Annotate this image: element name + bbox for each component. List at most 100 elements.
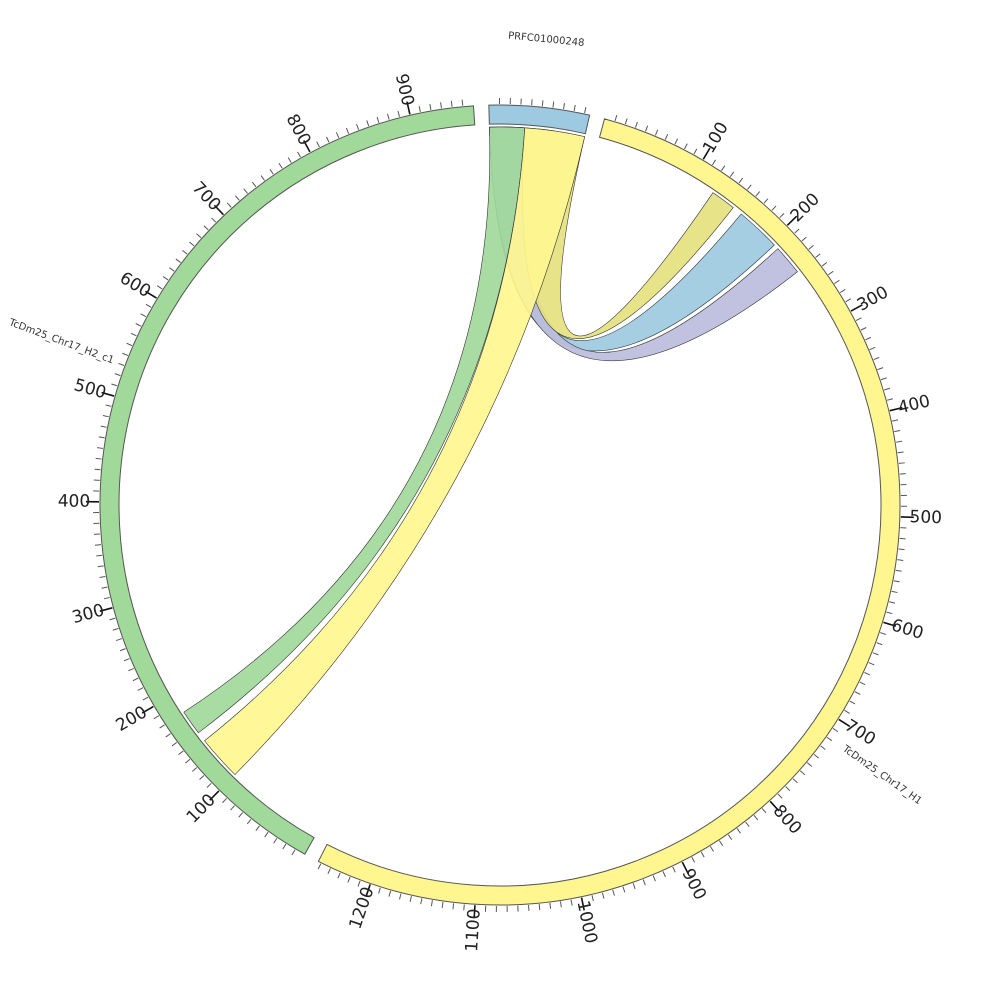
tick-label: 500 — [909, 507, 942, 528]
minor-tick — [813, 753, 820, 759]
major-tick — [850, 304, 863, 312]
minor-tick — [430, 900, 433, 907]
minor-tick — [755, 191, 761, 197]
minor-tick — [175, 258, 181, 263]
minor-tick — [251, 181, 257, 188]
major-tick — [838, 718, 851, 728]
tick-label: 200 — [113, 702, 151, 736]
minor-tick — [880, 632, 887, 635]
minor-tick — [103, 596, 110, 600]
minor-tick — [654, 129, 659, 136]
minor-tick — [700, 851, 705, 858]
tick-label: 500 — [72, 375, 109, 403]
tick-label: 300 — [854, 282, 892, 315]
minor-tick — [727, 834, 733, 840]
minor-tick — [828, 270, 834, 276]
minor-tick — [429, 104, 432, 111]
minor-tick — [573, 104, 576, 112]
minor-tick — [137, 687, 144, 691]
minor-tick — [111, 383, 118, 387]
minor-tick — [337, 872, 341, 879]
minor-tick — [94, 544, 102, 546]
minor-tick — [865, 336, 872, 341]
minor-tick — [211, 217, 217, 223]
minor-tick — [664, 133, 669, 140]
minor-tick — [287, 157, 292, 163]
major-tick — [209, 790, 220, 801]
minor-tick — [792, 778, 798, 784]
minor-tick — [378, 887, 381, 894]
minor-tick — [96, 554, 103, 557]
minor-tick — [652, 875, 656, 882]
minor-tick — [159, 724, 165, 729]
minor-tick — [399, 893, 402, 900]
minor-tick — [97, 565, 104, 568]
minor-tick — [645, 125, 649, 132]
minor-tick — [184, 758, 191, 764]
major-tick — [99, 607, 113, 612]
tick-label: 300 — [70, 600, 106, 628]
minor-tick — [736, 828, 741, 834]
minor-tick — [463, 904, 465, 911]
major-tick — [213, 204, 224, 216]
minor-tick — [712, 159, 717, 166]
minor-tick — [884, 387, 891, 391]
minor-tick — [898, 548, 905, 551]
minor-tick — [614, 114, 618, 122]
major-tick — [303, 140, 311, 153]
minor-tick — [801, 236, 807, 242]
minor-tick — [132, 677, 139, 682]
tick-label: 600 — [889, 615, 926, 644]
minor-tick — [182, 249, 188, 255]
minor-tick — [162, 276, 169, 281]
minor-tick — [747, 184, 752, 190]
minor-tick — [832, 728, 839, 733]
minor-tick — [128, 667, 135, 672]
minor-tick — [894, 430, 901, 433]
minor-tick — [674, 138, 679, 145]
minor-tick — [541, 100, 544, 107]
minor-tick — [153, 715, 160, 720]
minor-tick — [226, 202, 232, 208]
minor-tick — [753, 815, 759, 821]
minor-tick — [345, 127, 350, 134]
minor-tick — [178, 750, 184, 755]
minor-tick — [356, 123, 360, 130]
minor-tick — [238, 812, 244, 818]
links-layer — [183, 126, 798, 775]
major-tick — [889, 406, 903, 412]
minor-tick — [634, 121, 638, 128]
minor-tick — [123, 658, 130, 662]
minor-tick — [785, 786, 791, 792]
minor-tick — [820, 745, 826, 750]
minor-tick — [273, 837, 278, 844]
minor-tick — [191, 767, 198, 772]
minor-tick — [119, 648, 126, 652]
minor-tick — [235, 195, 240, 201]
minor-tick — [559, 901, 562, 908]
major-tick — [145, 290, 157, 299]
minor-tick — [570, 899, 573, 906]
minor-tick — [397, 110, 400, 117]
tick-label: 100 — [699, 119, 733, 157]
minor-tick — [859, 681, 866, 686]
tick-label: 900 — [677, 865, 710, 903]
tick-label: 400 — [896, 391, 932, 418]
minor-tick — [721, 165, 726, 171]
minor-tick — [889, 601, 896, 604]
minor-tick — [420, 898, 423, 905]
minor-tick — [815, 253, 821, 258]
minor-tick — [892, 419, 899, 422]
minor-tick — [806, 762, 813, 767]
minor-tick — [269, 168, 274, 175]
minor-tick — [891, 590, 898, 594]
minor-tick — [441, 901, 444, 908]
minor-tick — [461, 99, 464, 106]
minor-tick — [165, 733, 171, 738]
major-tick — [883, 621, 897, 627]
ticks-layer — [86, 97, 914, 919]
tick-label: 400 — [58, 492, 91, 512]
minor-tick — [112, 627, 119, 631]
minor-tick — [243, 188, 248, 194]
minor-tick — [729, 171, 735, 178]
